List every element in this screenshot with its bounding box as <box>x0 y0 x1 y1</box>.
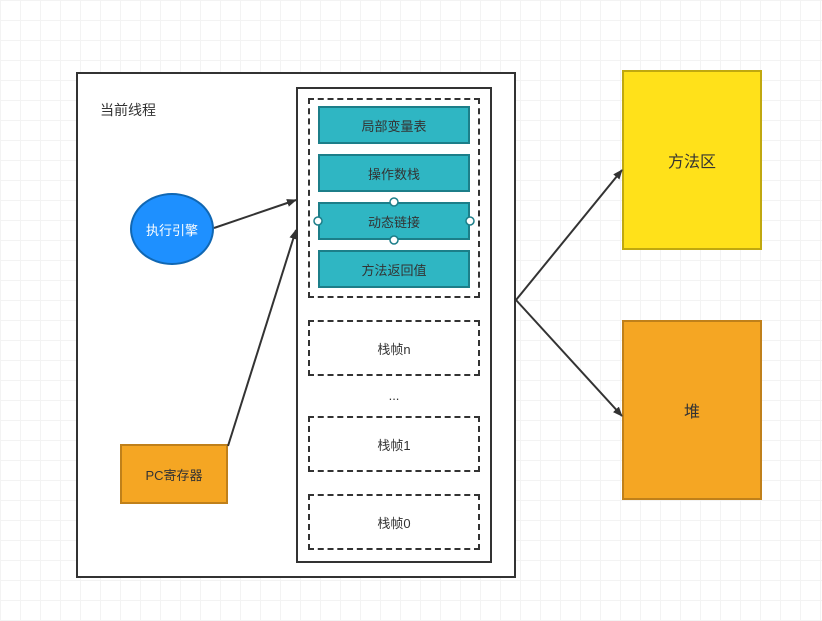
dynamic-link[interactable]: 动态链接 <box>318 202 470 240</box>
stack-frame-1: 栈帧1 <box>308 416 480 472</box>
stack-frame-n: 栈帧n <box>308 320 480 376</box>
pc-register: PC寄存器 <box>120 444 228 504</box>
return-value: 方法返回值 <box>318 250 470 288</box>
stack-frame-0: 栈帧0 <box>308 494 480 550</box>
return-value-label: 方法返回值 <box>361 260 426 279</box>
operand-stack: 操作数栈 <box>318 154 470 192</box>
local-vars-label: 局部变量表 <box>361 116 426 135</box>
exec-engine: 执行引擎 <box>130 193 214 265</box>
pc-register-label: PC寄存器 <box>145 465 202 484</box>
thread-container-title: 当前线程 <box>100 100 156 120</box>
operand-stack-label: 操作数栈 <box>368 164 420 183</box>
heap-label: 堆 <box>684 398 700 422</box>
method-area: 方法区 <box>622 70 762 250</box>
edge-thread-to-methodarea <box>516 170 622 300</box>
exec-engine-label: 执行引擎 <box>146 220 198 239</box>
stack-frame-0-label: 栈帧0 <box>377 513 410 532</box>
heap: 堆 <box>622 320 762 500</box>
stack-frame-1-label: 栈帧1 <box>377 435 410 454</box>
stack-frame-n-label: 栈帧n <box>377 339 410 358</box>
local-vars: 局部变量表 <box>318 106 470 144</box>
dynamic-link-label: 动态链接 <box>368 212 420 231</box>
edge-thread-to-heap <box>516 300 622 416</box>
method-area-label: 方法区 <box>668 148 716 172</box>
stack-ellipsis: ... <box>380 388 408 403</box>
